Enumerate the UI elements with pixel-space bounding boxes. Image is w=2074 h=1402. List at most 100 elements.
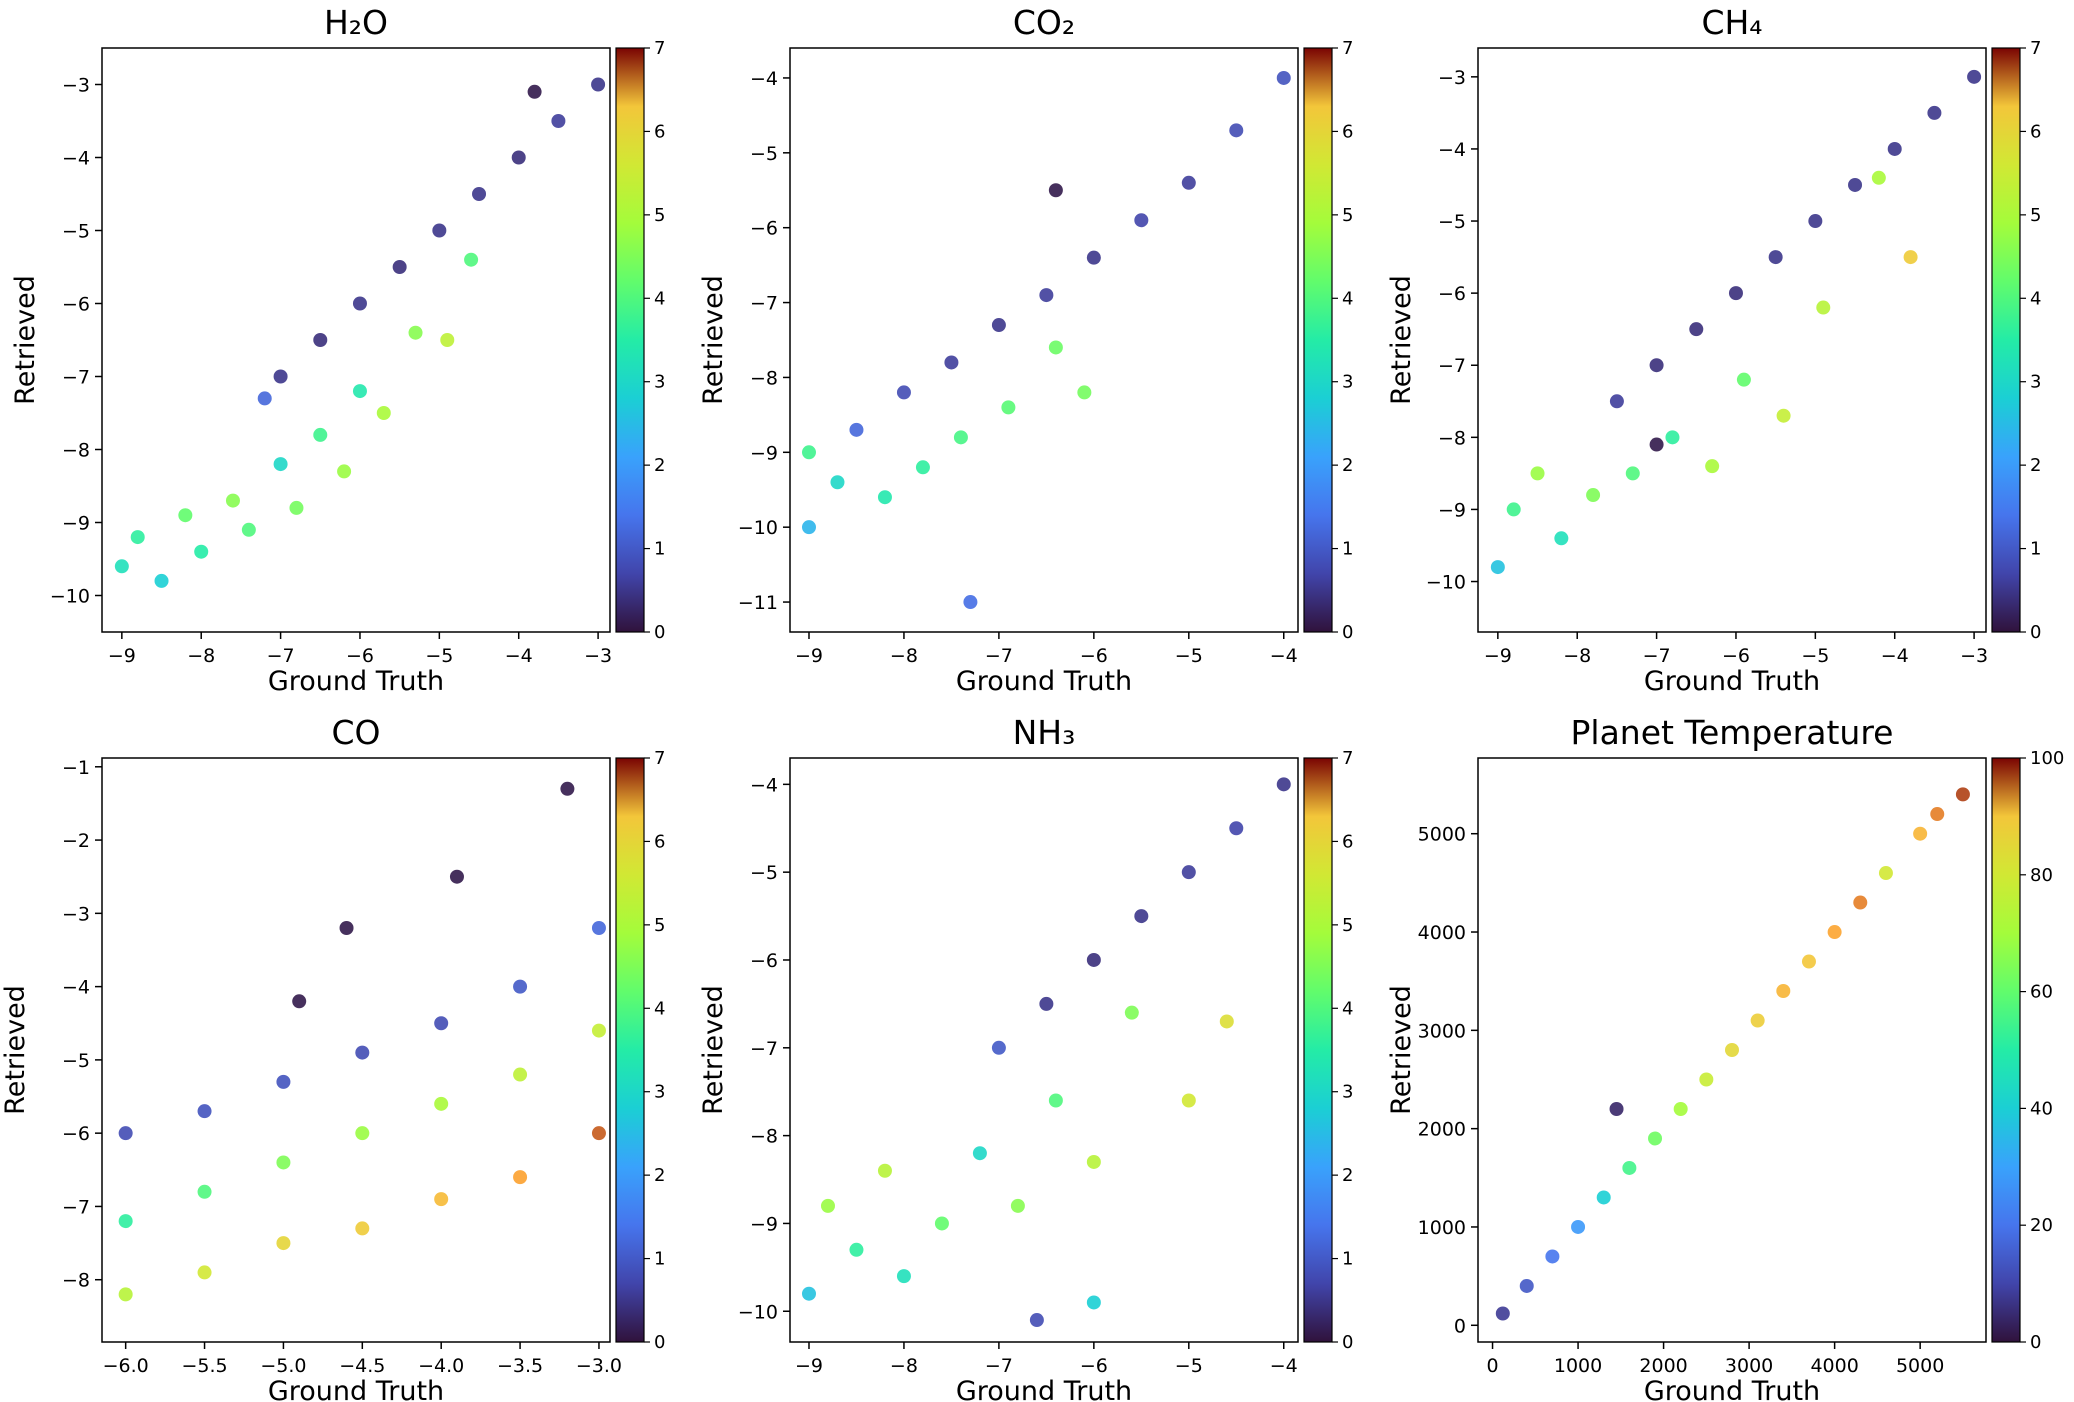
colorbar-tick-label: 3 <box>1342 1082 1353 1103</box>
data-point <box>830 475 845 490</box>
y-tick-label: −4 <box>1438 139 1466 161</box>
y-tick-label: −6 <box>1438 283 1466 305</box>
colorbar-tick-label: 2 <box>654 455 665 476</box>
y-tick-label: −7 <box>750 293 778 315</box>
points-group <box>801 70 1291 610</box>
data-point <box>1776 408 1791 423</box>
data-point <box>197 1265 212 1280</box>
data-point <box>1903 250 1918 265</box>
x-tick-label: −6 <box>346 645 374 667</box>
y-axis-label: Retrieved <box>0 985 31 1115</box>
data-point <box>1181 865 1196 880</box>
data-point <box>801 520 816 535</box>
y-tick-label: −2 <box>62 830 90 852</box>
y-tick-label: −8 <box>750 1126 778 1148</box>
data-point <box>1086 1295 1101 1310</box>
x-tick-label: −7 <box>267 645 295 667</box>
data-point <box>1816 300 1831 315</box>
colorbar-tick-label: 0 <box>2030 622 2041 643</box>
points-group <box>1495 787 1970 1321</box>
colorbar-tick-label: 7 <box>1342 748 1353 769</box>
data-point <box>1622 1160 1637 1175</box>
x-tick-label: −6 <box>1722 645 1750 667</box>
data-point <box>434 1096 449 1111</box>
data-point <box>276 1074 291 1089</box>
data-point <box>1124 1005 1139 1020</box>
y-tick-label: −6 <box>62 294 90 316</box>
data-point <box>1134 213 1149 228</box>
data-point <box>1649 358 1664 373</box>
data-point <box>130 530 145 545</box>
x-tick-label: −8 <box>890 645 918 667</box>
data-point <box>1776 984 1791 999</box>
data-point <box>1229 821 1244 836</box>
colorbar <box>1303 757 1333 1343</box>
colorbar-tick-label: 4 <box>1342 288 1353 309</box>
colorbar-tick-label: 4 <box>654 998 665 1019</box>
colorbar-tick-label: 5 <box>654 915 665 936</box>
x-tick-label: −5 <box>425 645 453 667</box>
colorbar-tick-label: 1 <box>1342 539 1353 560</box>
data-point <box>1887 141 1902 156</box>
colorbar-tick-label: 1 <box>1342 1249 1353 1270</box>
x-tick-label: −3 <box>1960 645 1988 667</box>
data-point <box>560 781 575 796</box>
x-tick-label: −7 <box>985 645 1013 667</box>
data-point <box>527 84 542 99</box>
colorbar-tick-label: 100 <box>2030 748 2064 769</box>
data-point <box>972 1146 987 1161</box>
data-point <box>273 369 288 384</box>
data-point <box>849 422 864 437</box>
data-point <box>1848 177 1863 192</box>
data-point <box>1648 1131 1663 1146</box>
x-tick-label: −5 <box>1801 645 1829 667</box>
x-tick-label: −8 <box>1563 645 1591 667</box>
colorbar-tick-label: 80 <box>2030 865 2053 886</box>
colorbar-tick-label: 4 <box>2030 288 2041 309</box>
y-tick-label: −5 <box>750 862 778 884</box>
data-point <box>464 252 479 267</box>
data-point <box>1955 787 1970 802</box>
y-axis-label: Retrieved <box>1386 985 1417 1115</box>
x-tick-label: −4.0 <box>418 1355 464 1377</box>
x-tick-label: −5.0 <box>260 1355 306 1377</box>
data-point <box>1276 70 1291 85</box>
axes-frame <box>101 47 611 633</box>
x-tick-label: −4 <box>1881 645 1909 667</box>
y-tick-label: −9 <box>750 1213 778 1235</box>
x-tick-label: −9 <box>795 1355 823 1377</box>
x-tick-label: 0 <box>1486 1355 1498 1377</box>
colorbar-tick-label: 6 <box>1342 831 1353 852</box>
data-point <box>1571 1219 1586 1234</box>
panel-3: CO −6.0 −5.5 −5.0 −4.5 −4.0 −3.5 −3.0 −8 −7 −6 −5 −4… <box>0 713 665 1402</box>
data-point <box>178 508 193 523</box>
data-point <box>337 464 352 479</box>
y-tick-label: 0 <box>1454 1315 1466 1337</box>
x-tick-label: 1000 <box>1554 1355 1602 1377</box>
colorbar-tick-label: 5 <box>654 205 665 226</box>
data-point <box>877 490 892 505</box>
y-tick-label: −8 <box>750 367 778 389</box>
colorbar-tick-label: 4 <box>654 288 665 309</box>
colorbar-tick-label: 6 <box>654 831 665 852</box>
axes-frame <box>789 47 1299 633</box>
data-point <box>352 384 367 399</box>
data-point <box>849 1242 864 1257</box>
colorbar <box>1991 47 2021 633</box>
data-point <box>1219 1014 1234 1029</box>
x-tick-label: 3000 <box>1725 1355 1773 1377</box>
data-point <box>1490 560 1505 575</box>
y-tick-label: −7 <box>750 1038 778 1060</box>
colorbar-tick-label: 7 <box>654 38 665 59</box>
x-axis-label: Ground Truth <box>268 666 444 697</box>
panel-title: Planet Temperature <box>1571 713 1894 752</box>
data-point <box>1913 826 1928 841</box>
x-tick-label: −7 <box>1643 645 1671 667</box>
x-tick-label: 4000 <box>1810 1355 1858 1377</box>
colorbar-tick-label: 3 <box>2030 372 2041 393</box>
data-point <box>1181 175 1196 190</box>
data-point <box>513 1067 528 1082</box>
data-point <box>801 445 816 460</box>
colorbar <box>615 757 645 1343</box>
